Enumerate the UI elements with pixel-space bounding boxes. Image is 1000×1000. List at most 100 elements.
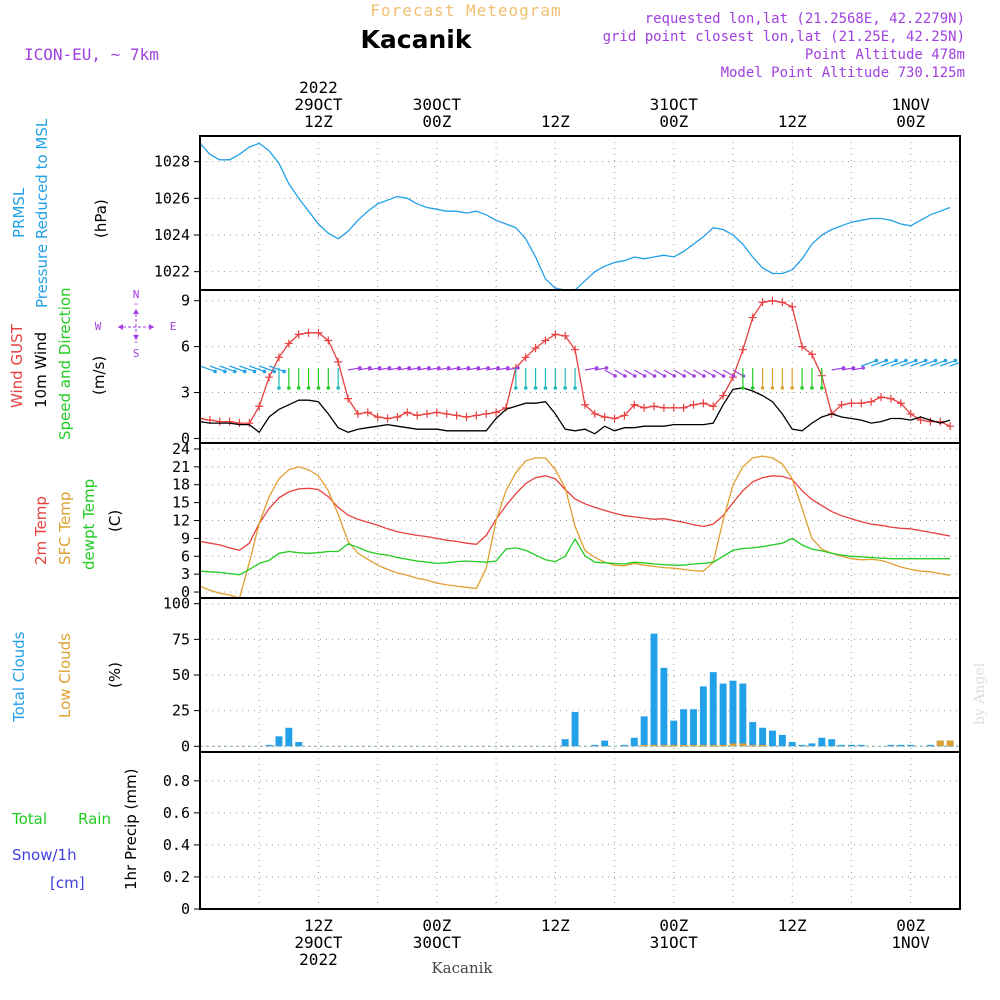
meteogram-title: Forecast Meteogram bbox=[370, 1, 561, 20]
wind-arrow-head bbox=[750, 386, 755, 390]
temperature-ytick-label: 9 bbox=[181, 529, 190, 547]
low-cloud-bar bbox=[709, 744, 717, 747]
gust-marker bbox=[659, 403, 668, 412]
gust-marker bbox=[294, 330, 303, 339]
wind-direction-arrow bbox=[732, 369, 744, 377]
wind-arrow-head bbox=[543, 386, 548, 390]
cloud-bar bbox=[640, 716, 648, 747]
cloud-bar bbox=[838, 744, 846, 747]
wind-direction-arrow bbox=[880, 359, 897, 367]
gust-marker bbox=[353, 409, 362, 418]
wind-arrow-head bbox=[770, 386, 775, 390]
temperature-ytick-label: 6 bbox=[181, 547, 190, 565]
cloud-bar bbox=[709, 672, 717, 747]
gust-marker bbox=[423, 409, 432, 418]
gust-marker bbox=[501, 403, 510, 412]
wind-arrow-head bbox=[316, 386, 321, 390]
wind-direction-arrow bbox=[495, 367, 509, 371]
pressure-frame bbox=[199, 135, 961, 291]
wind-gust-line bbox=[200, 300, 951, 427]
temp-unit-label: (C) bbox=[106, 510, 124, 532]
wind-arrow-head bbox=[672, 374, 677, 378]
cloud-bar bbox=[729, 680, 737, 747]
time-label: 30OCT bbox=[413, 95, 462, 114]
wind-arrow-head bbox=[282, 369, 286, 374]
wind-arrow-head bbox=[963, 359, 967, 363]
wind-direction-arrow bbox=[870, 359, 887, 367]
wind-gust-label: Wind GUST bbox=[8, 323, 26, 408]
wind-direction-arrow bbox=[663, 369, 675, 377]
wind-direction-arrow bbox=[949, 361, 960, 367]
low-cloud-bar bbox=[660, 744, 668, 747]
wind-arrow-head bbox=[296, 386, 301, 390]
wind-arrow-head bbox=[594, 366, 599, 370]
wind-arrow-head bbox=[682, 374, 686, 378]
time-label: 00Z bbox=[422, 916, 451, 935]
gust-marker bbox=[462, 412, 471, 421]
wind-arrow-head bbox=[466, 366, 471, 370]
wind-direction-arrow bbox=[861, 359, 877, 367]
cloud-bar bbox=[887, 744, 895, 747]
wind-ytick-label: 6 bbox=[181, 338, 190, 356]
wind-direction-arrow bbox=[357, 367, 370, 371]
gust-marker bbox=[482, 409, 491, 418]
time-label: 2022 bbox=[299, 78, 338, 97]
low-cloud-bar bbox=[759, 744, 767, 747]
wind-direction-arrow bbox=[900, 359, 917, 367]
temp-sfc-label: SFC Temp bbox=[56, 492, 74, 565]
wind-arrow-head bbox=[515, 366, 520, 370]
wind-arrow-head bbox=[790, 386, 795, 390]
gust-marker bbox=[472, 411, 481, 420]
wind-direction-arrow bbox=[653, 369, 665, 377]
temp-2m-label: 2m Temp bbox=[32, 496, 50, 565]
wind-arrow-head bbox=[741, 386, 745, 390]
gust-marker bbox=[946, 422, 955, 431]
wind-arrow-head bbox=[262, 369, 267, 374]
clouds-unit-label: (%) bbox=[106, 662, 124, 688]
pressure-ytick-label: 1026 bbox=[154, 189, 190, 207]
wind-direction-arrow bbox=[426, 367, 439, 371]
low-cloud-bar bbox=[680, 744, 688, 747]
wind-arrow-head bbox=[914, 358, 918, 363]
gust-marker bbox=[758, 298, 767, 307]
gust-marker bbox=[896, 399, 905, 408]
temp-dewpt-label: dewpt Temp bbox=[80, 479, 98, 570]
time-label: 00Z bbox=[659, 916, 688, 935]
gust-marker bbox=[334, 357, 343, 366]
wind-arrow-head bbox=[367, 366, 372, 370]
gust-marker bbox=[521, 353, 530, 362]
compass-rose-icon: N - W E - S bbox=[95, 288, 177, 360]
time-label: 30OCT bbox=[413, 933, 462, 952]
time-label: 2022 bbox=[299, 950, 338, 969]
wind-direction-arrow bbox=[712, 369, 724, 377]
wind-arrow-head bbox=[923, 358, 928, 363]
low-cloud-bar bbox=[650, 744, 658, 747]
cloud-bar bbox=[285, 727, 293, 747]
gust-marker bbox=[847, 399, 856, 408]
snow-label: Snow/1h bbox=[12, 846, 77, 864]
cloud-bar bbox=[926, 744, 934, 747]
cloud-bar bbox=[601, 740, 609, 747]
gust-marker bbox=[561, 331, 570, 340]
time-label: 12Z bbox=[304, 112, 333, 131]
footer-location: Kacanik bbox=[431, 959, 493, 977]
precip-frame bbox=[199, 751, 961, 910]
wind-arrow-head bbox=[232, 369, 237, 374]
gust-marker bbox=[837, 400, 846, 409]
gust-marker bbox=[640, 403, 649, 412]
time-label: 12Z bbox=[304, 916, 333, 935]
compass-w: W bbox=[95, 320, 102, 333]
gust-marker bbox=[413, 411, 422, 420]
cloud-bar bbox=[907, 744, 915, 747]
wind-arrow-head bbox=[476, 366, 481, 370]
cloud-bar bbox=[749, 722, 757, 747]
wind-direction-arrow bbox=[910, 359, 926, 367]
pressure-ytick-label: 1024 bbox=[154, 226, 190, 244]
wind-direction-arrow bbox=[851, 367, 864, 371]
compass-s: S bbox=[133, 347, 140, 360]
wind-arrow-head bbox=[397, 366, 402, 370]
prmsl-label: PRMSL bbox=[10, 187, 28, 238]
gust-marker bbox=[373, 412, 382, 421]
